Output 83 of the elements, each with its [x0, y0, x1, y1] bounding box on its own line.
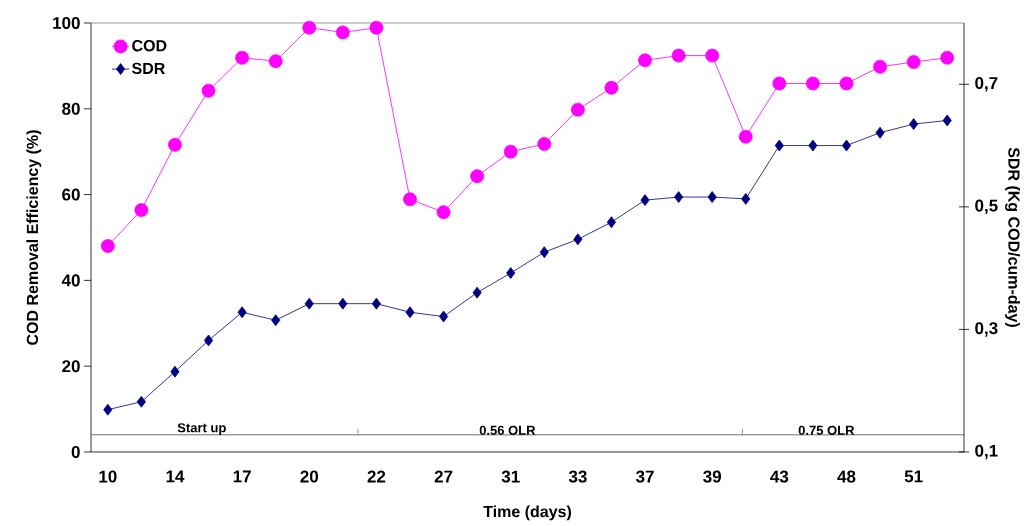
point: [503, 144, 518, 159]
point: [537, 137, 552, 151]
point: [201, 83, 216, 98]
point: [875, 126, 885, 139]
x-tick-label: 27: [434, 470, 453, 483]
x-tick-label: 48: [837, 470, 856, 483]
point: [738, 129, 753, 144]
point: [170, 365, 180, 378]
point: [371, 297, 381, 310]
point: [570, 102, 585, 117]
point: [134, 203, 149, 217]
x-tick-label: 10: [99, 470, 117, 483]
point: [338, 297, 348, 310]
x-tick-label: 51: [904, 470, 923, 483]
point: [640, 194, 650, 206]
point: [942, 114, 952, 127]
point: [302, 20, 317, 35]
x-tick-label: 22: [367, 470, 386, 483]
point: [506, 267, 516, 279]
y2-axis-title: SDR (Kg COD/cum-day): [1005, 147, 1021, 327]
x-tick-label: 33: [568, 470, 587, 483]
point: [909, 118, 919, 131]
x-tick-label: 20: [300, 470, 319, 483]
point: [873, 59, 887, 74]
point: [403, 192, 417, 207]
annotation: 0.56 OLR: [479, 425, 536, 435]
point: [573, 233, 583, 246]
point: [671, 48, 686, 63]
point: [539, 246, 549, 259]
point: [808, 139, 818, 152]
y2-tick-label: 0,7: [975, 77, 998, 92]
point: [839, 76, 854, 91]
point: [436, 205, 451, 220]
x-axis-title: Time (days): [483, 505, 571, 521]
y2-tick-label: 0,1: [975, 444, 998, 460]
y-tick-label: 40: [61, 274, 80, 287]
point: [707, 191, 717, 203]
point: [268, 54, 283, 69]
point: [204, 334, 214, 347]
point: [304, 297, 314, 310]
y-tick-label: 80: [62, 102, 80, 115]
point: [335, 25, 350, 40]
x-tick-label: 17: [233, 470, 251, 483]
x-tick-label: 39: [703, 470, 721, 483]
point: [674, 191, 684, 203]
y2-tick-label: 0,5: [975, 199, 998, 215]
point: [470, 169, 485, 184]
point: [237, 306, 247, 319]
point: [604, 80, 619, 95]
point: [405, 306, 415, 319]
point: [235, 50, 249, 65]
y-tick-label: 20: [62, 360, 80, 373]
y-tick-label: 60: [62, 188, 80, 201]
point: [271, 314, 281, 327]
x-tick-label: 43: [770, 470, 789, 483]
y-tick-label: 100: [53, 16, 80, 30]
point: [705, 48, 720, 63]
point: [906, 55, 921, 69]
legend-label: COD: [132, 40, 167, 52]
y2-tick-label: 0,3: [975, 322, 998, 337]
x-tick-label: 31: [501, 470, 520, 483]
point: [806, 76, 820, 91]
y-tick-label: 0: [71, 445, 80, 459]
y-axis-title: COD Removal Efficiency (%): [26, 130, 42, 345]
point: [772, 76, 787, 91]
annotation: 0.75 OLR: [798, 425, 855, 435]
point: [168, 137, 182, 152]
point: [741, 192, 751, 205]
point: [439, 310, 449, 323]
point: [940, 50, 955, 65]
point: [369, 20, 384, 35]
point: [841, 139, 852, 152]
point: [472, 286, 482, 299]
point: [103, 403, 113, 416]
x-tick-label: 37: [635, 470, 654, 483]
legend-label: SDR: [132, 62, 165, 75]
point: [638, 53, 652, 68]
point: [774, 139, 784, 152]
x-tick-label: 14: [166, 470, 185, 483]
point: [136, 395, 146, 408]
annotation: Start up: [177, 423, 226, 435]
point: [100, 239, 115, 253]
point: [606, 216, 616, 229]
